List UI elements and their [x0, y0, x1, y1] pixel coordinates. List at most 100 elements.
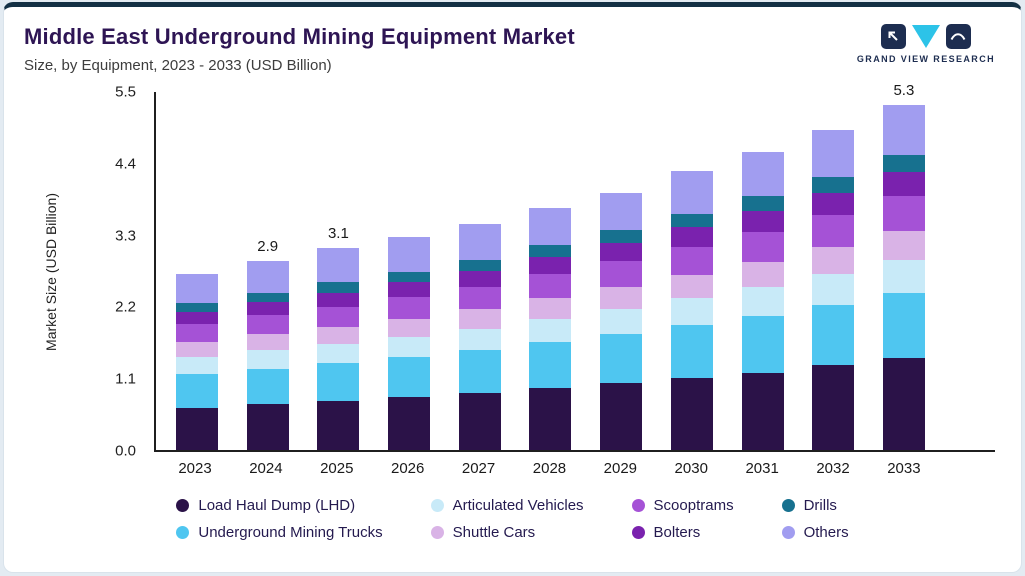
legend-column: Load Haul Dump (LHD) Underground Mining T…: [176, 497, 383, 541]
bar-segment: [317, 327, 360, 344]
bar-segment: [246, 350, 289, 369]
bar-segment: [246, 302, 289, 316]
bar-segment: [317, 282, 360, 293]
y-tick-label: 3.3: [115, 227, 136, 245]
legend-item: Load Haul Dump (LHD): [176, 497, 382, 514]
logo-arrow-icon: [880, 23, 906, 49]
bar-2028: [529, 92, 572, 450]
bar-segment: [670, 213, 713, 228]
y-tick-label: 0.0: [115, 442, 136, 460]
legend-item: Scooptrams: [631, 497, 734, 514]
bar-segment: [600, 287, 643, 310]
bar-segment: [458, 259, 501, 272]
bar-segment: [388, 271, 431, 283]
bar-2024: 2.9: [246, 92, 289, 450]
bar-segment: [246, 334, 289, 351]
bar-segment: [388, 318, 431, 337]
y-tick-label: 2.2: [115, 298, 136, 316]
bar-segment: [388, 397, 431, 450]
x-tick-label: 2028: [532, 460, 567, 477]
legend-item: Shuttle Cars: [430, 524, 584, 541]
bar-segment: [529, 245, 572, 258]
x-tick-label: 2033: [887, 460, 921, 477]
legend-item: Underground Mining Trucks: [176, 524, 383, 541]
legend-column: Articulated Vehicles Shuttle Cars: [430, 497, 584, 541]
bar-segment: [246, 368, 289, 405]
legend-item: Articulated Vehicles: [430, 497, 584, 514]
legend-label: Articulated Vehicles: [452, 497, 584, 514]
y-axis-title-text: Market Size (USD Billion): [43, 193, 59, 351]
bar-segment: [529, 207, 572, 245]
bar-segment: [812, 304, 855, 366]
header: Middle East Underground Mining Equipment…: [4, 7, 1021, 76]
bar-value-label: 3.1: [327, 225, 349, 243]
logo-swoosh-icon: [945, 23, 971, 49]
bar-segment: [176, 407, 218, 450]
x-tick-label: 2024: [249, 460, 283, 477]
legend-label: Scooptrams: [653, 497, 734, 514]
bar-segment: [317, 343, 360, 364]
legend-dot-icon: [631, 526, 645, 539]
x-tick-label: 2023: [178, 460, 212, 477]
bar-segment: [882, 154, 925, 173]
legend-label: Others: [803, 524, 849, 541]
bar-2030: [670, 92, 713, 450]
bar-segment: [317, 292, 360, 307]
brand-logo-shapes: [857, 23, 995, 49]
bar-segment: [246, 315, 289, 335]
y-axis-title: Market Size (USD Billion): [24, 92, 78, 452]
bar-segment: [529, 388, 572, 450]
chart: Market Size (USD Billion) 0.0 1.1 2.2 3.3 4.…: [43, 82, 995, 477]
legend-column: Drills Others: [781, 497, 849, 541]
bar-segment: [458, 309, 501, 329]
brand-logo: GRAND VIEW RESEARCH: [857, 23, 995, 64]
bar-segment: [600, 309, 643, 335]
y-axis: 0.0 1.1 2.2 3.3 4.4 5.5: [94, 84, 146, 460]
bar-segment: [670, 325, 713, 378]
logo-triangle-icon: [911, 24, 940, 48]
x-tick-label: 2027: [461, 460, 496, 477]
bar-segment: [670, 298, 713, 326]
bar-segment: [741, 211, 784, 232]
x-tick-label: 2026: [390, 460, 425, 477]
bar-segment: [670, 227, 713, 247]
bar-segment: [458, 350, 501, 394]
bar-segment: [176, 312, 218, 325]
page-subtitle: Size, by Equipment, 2023 - 2033 (USD Bil…: [24, 57, 332, 74]
legend-dot-icon: [430, 526, 444, 539]
bar-2032: [812, 92, 855, 450]
bar-segment: [388, 356, 431, 398]
bar-segment: [600, 243, 643, 262]
bar-segment: [670, 246, 713, 275]
bar-segment: [812, 274, 855, 305]
bar-2027: [458, 92, 501, 450]
bar-2023: [176, 92, 218, 450]
legend-label: Drills: [803, 497, 837, 514]
x-tick-label: 2030: [674, 460, 708, 477]
legend-label: Underground Mining Trucks: [198, 524, 383, 541]
bar-segment: [388, 282, 431, 298]
bar-segment: [812, 129, 855, 177]
bar-segment: [317, 401, 360, 450]
bar-segment: [458, 286, 501, 310]
bar-segment: [246, 292, 289, 303]
bar-segment: [882, 172, 925, 197]
y-tick-label: 4.4: [115, 155, 136, 173]
bar-segment: [458, 271, 501, 287]
bar-segment: [882, 230, 925, 260]
bar-segment: [176, 373, 218, 408]
legend-dot-icon: [176, 499, 190, 512]
bar-segment: [600, 382, 643, 450]
x-tick-label: 2032: [816, 460, 850, 477]
bar-segment: [388, 297, 431, 319]
bar-segment: [741, 315, 784, 373]
x-tick-label: 2025: [320, 460, 354, 477]
bar-segment: [741, 231, 784, 262]
bar-segment: [882, 292, 925, 358]
bar-segment: [600, 230, 643, 244]
legend-dot-icon: [781, 499, 795, 512]
bar-segment: [670, 377, 713, 450]
bar-segment: [670, 171, 713, 214]
bar-segment: [882, 105, 925, 155]
legend-dot-icon: [176, 526, 190, 539]
